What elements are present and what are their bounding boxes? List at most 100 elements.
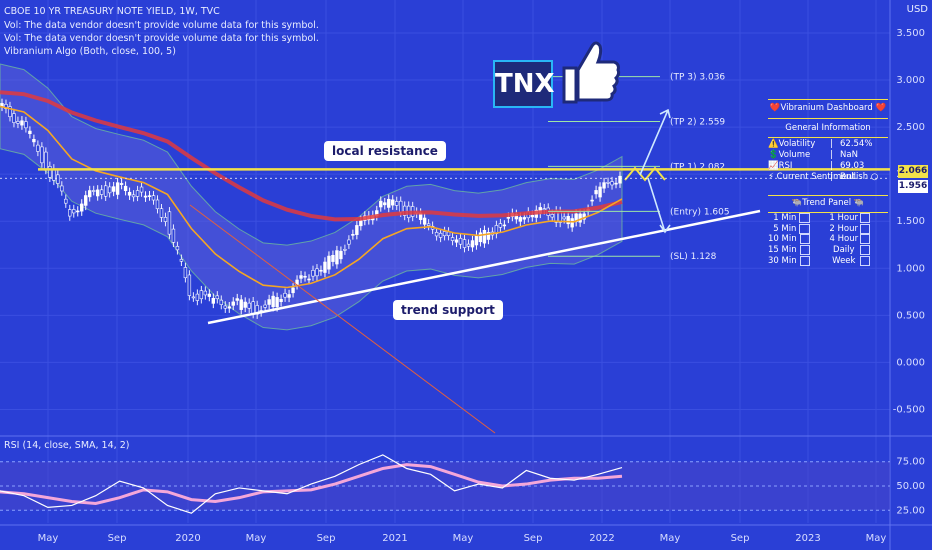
rsi-header: RSI (14, close, SMA, 14, 2) [4,440,130,451]
candle-body [159,208,164,218]
rsi-tick-label: 75.00 [896,457,925,468]
candle-body [395,201,399,206]
candle-body [239,299,243,310]
candle-body [48,166,52,178]
dashboard-row: ⚡ Current Sentiment | Bullish ○ [768,171,879,182]
level-label: (TP 1) 2.082 [670,162,725,172]
candle-body [183,267,188,279]
candle-body [470,240,475,248]
candle-body [135,190,140,197]
candle-body [119,183,124,185]
chart-title: CBOE 10 YR TREASURY NOTE YIELD, 1W, TVC [4,6,220,17]
trend-row: 10 Min 4 Hour [768,234,888,245]
candle-body [598,186,602,198]
candle-body [399,200,403,213]
candle-body [275,297,279,308]
candle-body [454,239,459,243]
trend-panel-title: 🐃Trend Panel 🐃 [768,195,888,213]
dashboard-value: Bullish ○ [840,171,879,182]
trend-check-icon [799,245,810,256]
candle-body [402,205,407,216]
candle-body [279,298,283,303]
x-tick-label: Sep [108,533,127,544]
candle-body [331,254,335,262]
candle-body [131,194,136,198]
level-label: (TP 2) 2.559 [670,118,725,128]
x-tick-label: 2021 [382,533,407,544]
candle-body [12,113,16,123]
trend-right-label: Daily [833,245,855,256]
candle-body [231,301,235,306]
candle-body [578,213,582,223]
candle-body [387,198,391,208]
candle-body [107,186,112,194]
candle-body [299,275,303,279]
dashboard-label: ⚡ Current Sentiment [768,171,856,182]
price-candles [0,98,622,319]
rsi-pane [0,454,890,514]
trend-row: 5 Min 2 Hour [768,223,888,235]
trend-support-callout: trend support [393,300,503,320]
zigzag-marker [624,166,666,182]
y-tick-label: 1.000 [896,263,925,274]
bollinger-bands [0,63,623,331]
marker-price-tag: 1.956 [898,180,928,193]
candle-body [462,239,467,248]
candle-body [147,195,152,197]
candle-body [522,217,527,220]
vibranium-dashboard: ❤️Vibranium Dashboard ❤️ General Informa… [768,99,888,182]
band-fill [0,63,623,331]
trend-right-label: Week [832,255,856,266]
trend-left-label: 1 Min [773,213,797,224]
trend-check-icon [859,255,870,266]
candle-body [179,258,184,262]
candle-body [438,232,443,238]
candle-body [88,190,92,198]
dashboard-row: ⚠️Volatility | 62.54% [768,138,873,149]
x-tick-label: Sep [317,533,336,544]
candle-body [227,306,231,309]
candle-body [24,121,28,129]
trend-row: 30 Min Week [768,255,888,266]
candle-body [339,250,343,260]
candle-body [187,274,192,296]
candle-body [614,182,618,185]
dashboard-value: 62.54% [840,138,873,149]
candle-body [606,182,610,184]
candle-body [243,301,247,308]
candle-body [195,293,200,301]
candle-body [111,186,116,192]
candle-body [267,299,271,305]
trend-right-label: 2 Hour [829,223,859,234]
candle-body [426,223,431,226]
local-resistance-callout: local resistance [324,141,446,161]
candle-body [610,181,614,186]
rsi-tick-label: 50.00 [896,481,925,492]
candle-body [311,270,315,277]
trend-check-icon [859,234,870,245]
candle-body [155,199,160,210]
x-tick-label: May [866,533,887,544]
trend-check-icon [799,223,810,234]
x-tick-label: 2022 [589,533,614,544]
trend-check-icon [859,213,870,224]
y-tick-label: 0.500 [896,310,925,321]
candle-body [506,217,511,219]
volume-note-2: Vol: The data vendor doesn't provide vol… [4,33,319,44]
rsi-signal-line [0,463,623,506]
y-tick-label: 3.000 [896,75,925,86]
candle-body [474,234,479,246]
candle-body [167,211,172,235]
volume-note-1: Vol: The data vendor doesn't provide vol… [4,20,319,31]
rsi-tick-label: 25.00 [896,505,925,516]
dashboard-row: 💲Volume | NaN [768,149,858,160]
candle-body [530,214,534,218]
candle-body [434,232,439,237]
trend-left-label: 5 Min [773,223,797,234]
dashboard-value: 69.03 [840,160,865,171]
down-arrow [647,177,671,234]
candle-body [215,295,220,300]
candle-body [4,103,8,109]
candle-body [347,239,351,245]
